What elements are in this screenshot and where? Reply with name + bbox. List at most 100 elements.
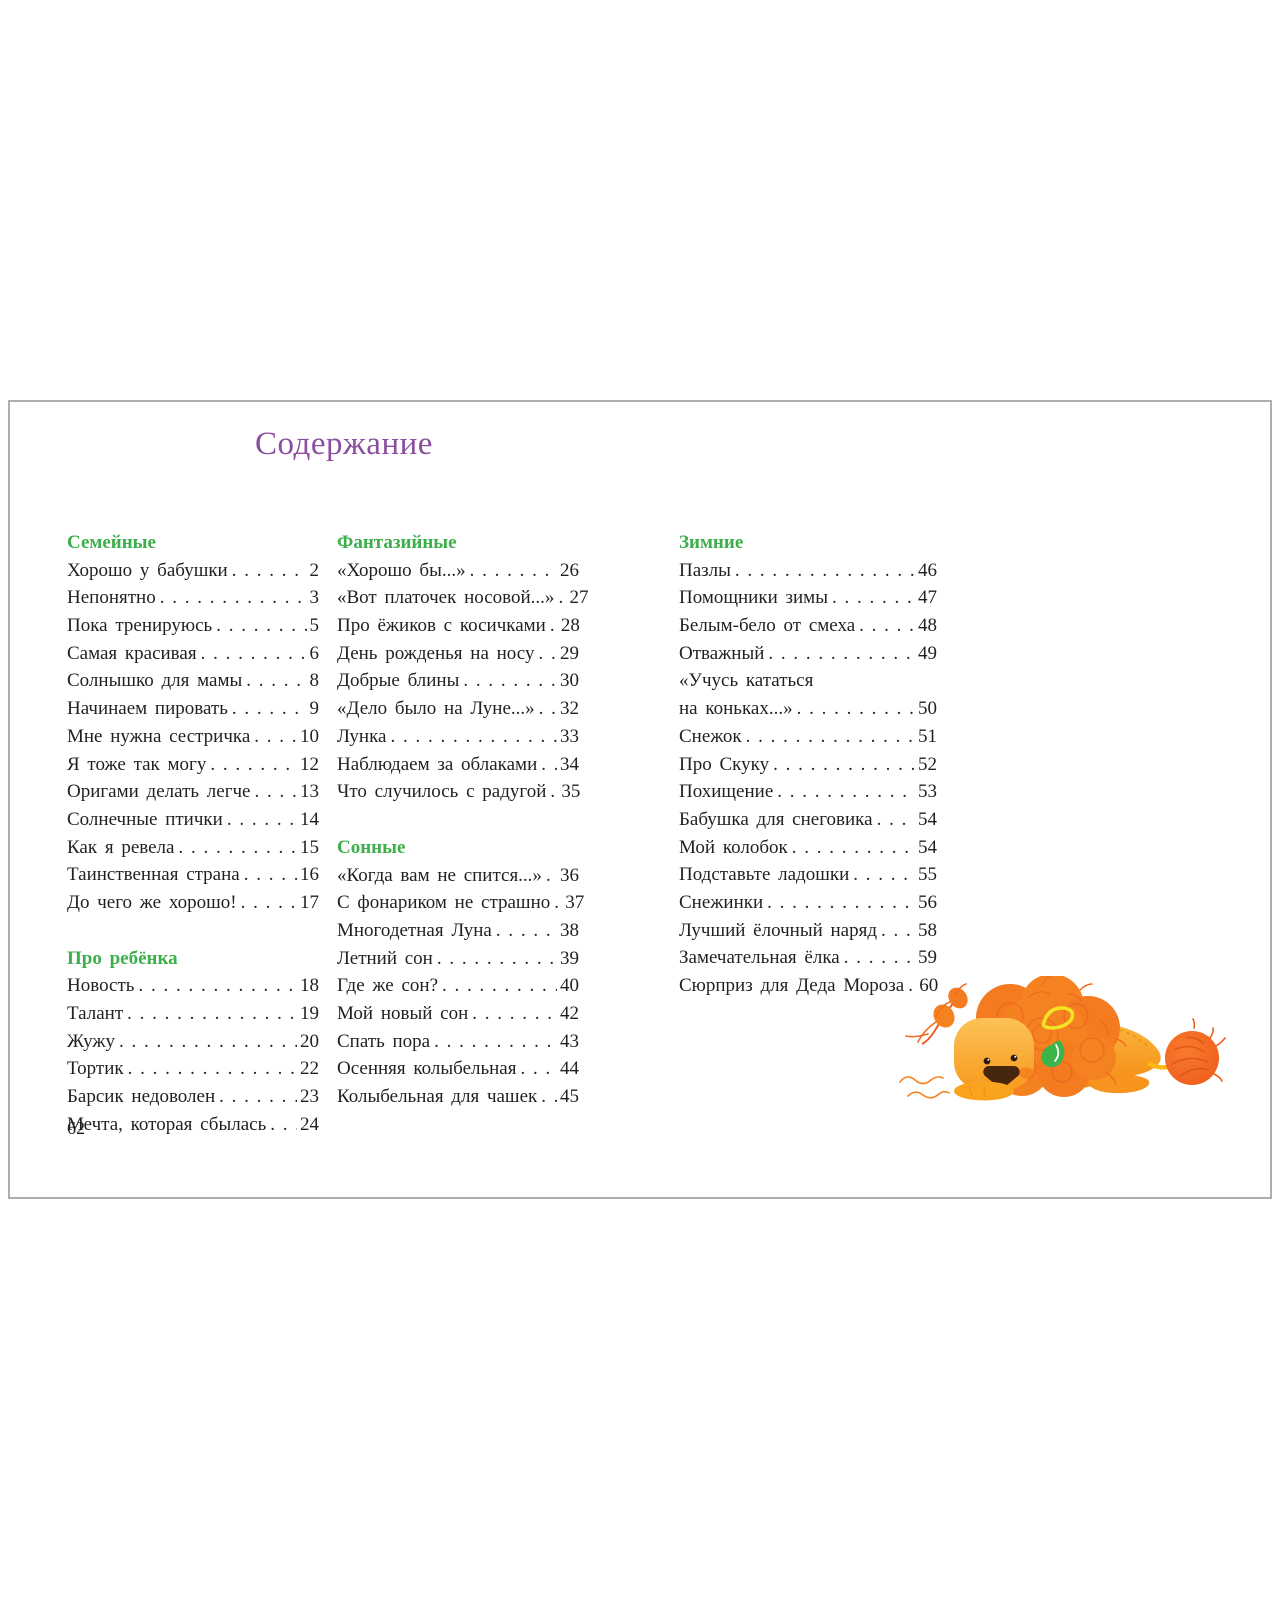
toc-entry-title: С фонариком не страшно (337, 892, 551, 914)
toc-entry-title: Сюрприз для Деда Мороза (679, 975, 905, 996)
toc-entry-page: 9 (309, 698, 320, 720)
toc-entry-title: Осенняя колыбельная (337, 1058, 517, 1080)
toc-entry-page: 5 (309, 615, 320, 637)
toc-entry-title: Про Скуку (679, 753, 770, 775)
toc-entry-page: 56 (918, 891, 937, 913)
toc-entry: Талант 19 (67, 1000, 319, 1028)
toc-entry-page: 49 (918, 642, 937, 664)
toc-entry-page: 52 (918, 753, 937, 775)
toc-entry-title: Начинаем пировать (67, 698, 228, 720)
toc-leader-dots (541, 751, 557, 779)
toc-leader-dots (216, 612, 306, 640)
toc-entry: Самая красивая 6 (67, 640, 319, 668)
toc-entry: Оригами делать легче 13 (67, 778, 319, 806)
toc-entry-page: 17 (300, 891, 319, 913)
toc-entry-title: День рожденья на носу (337, 642, 535, 664)
toc-entry-title: Как я ревела (67, 836, 175, 858)
toc-section: Сонные «Когда вам не спится...» 36 С фонари… (337, 834, 584, 1111)
lion-eye (1010, 1054, 1018, 1062)
toc-entry-page: 38 (560, 919, 579, 941)
toc-entry: До чего же хорошо! 17 (67, 889, 319, 917)
toc-entry: Мой колобок 54 (679, 834, 937, 862)
toc-entry-page: 46 (918, 559, 937, 581)
toc-entry-page: 53 (918, 781, 937, 803)
toc-leader-dots (437, 945, 557, 973)
toc-leader-dots (797, 695, 915, 723)
toc-leader-dots (127, 1000, 297, 1028)
toc-entry: «Вот платочек носовой...» 27 (337, 584, 588, 612)
toc-leader-dots (496, 917, 557, 945)
toc-entry: Тортик 22 (67, 1055, 319, 1083)
lion-head (954, 1018, 1034, 1097)
toc-entry: Помощники зимы 47 (679, 584, 937, 612)
toc-entry: «Дело было на Луне...» 32 (337, 695, 579, 723)
toc-entry-page: 14 (300, 808, 319, 830)
toc-entry-page: 33 (560, 725, 579, 747)
toc-entry-title: Бабушка для снеговика (679, 808, 873, 830)
toc-entry-title: До чего же хорошо! (67, 891, 237, 913)
toc-leader-dots (541, 1083, 557, 1111)
toc-entry-title: Солнышко для мамы (67, 670, 243, 692)
toc-entry-title: Новость (67, 975, 135, 997)
toc-entry: Мне нужна сестричка 10 (67, 723, 319, 751)
toc-section-header: Про ребёнка (67, 947, 178, 969)
toc-entry-title: Мой колобок (679, 836, 788, 858)
toc-entry-title: Что случилось с радугой (337, 781, 547, 803)
toc-entry-page: 26 (560, 559, 579, 581)
lion-nose (983, 1066, 1020, 1088)
toc-entry: Колыбельная для чашек 45 (337, 1083, 579, 1111)
toc-entry-page: 8 (309, 670, 320, 692)
toc-entry-title: Таинственная страна (67, 864, 240, 886)
toc-entry-title: Мечта, которая сбылась (67, 1113, 267, 1135)
toc-leader-dots (877, 806, 915, 834)
toc-leader-dots (119, 1028, 297, 1056)
toc-entry-page: 54 (918, 836, 937, 858)
toc-leader-dots (853, 861, 915, 889)
toc-entry: Таинственная страна 16 (67, 861, 319, 889)
toc-entry-page: 54 (918, 808, 937, 830)
toc-entry-title: Оригами делать легче (67, 781, 251, 803)
whisker-squiggles (899, 1076, 950, 1099)
toc-entry: на коньках...» 50 (679, 695, 937, 723)
toc-entry-page: 28 (560, 615, 580, 637)
toc-entry-title: Лунка (337, 725, 387, 747)
toc-leader-dots (792, 834, 915, 862)
toc-entry: «Хорошо бы...» 26 (337, 557, 579, 585)
toc-entry: Белым-бело от смеха 48 (679, 612, 937, 640)
toc-entry-title: «Когда вам не спится...» (337, 864, 542, 886)
toc-leader-dots (442, 972, 557, 1000)
toc-entry-page: 44 (560, 1058, 579, 1080)
toc-entry: Снежок 51 (679, 723, 937, 751)
toc-leader-dots (767, 889, 915, 917)
toc-leader-dots (777, 778, 915, 806)
toc-entry: Про ёжиков с косичками 28 (337, 612, 580, 640)
toc-section: Фантазийные«Хорошо бы...»26«Вот платочек… (337, 529, 588, 806)
toc-entry-title: Наблюдаем за облаками (337, 753, 538, 775)
toc-leader-dots (160, 584, 307, 612)
toc-entry-title: Самая красивая (67, 642, 197, 664)
toc-entry-page: 23 (300, 1086, 319, 1108)
toc-entry: Похищение 53 (679, 778, 937, 806)
toc-entry-page: 20 (300, 1030, 319, 1052)
toc-entry: Добрые блины 30 (337, 667, 579, 695)
toc-leader-dots (550, 778, 558, 806)
toc-entry: Я тоже так могу 12 (67, 751, 319, 779)
toc-entry-page: 6 (309, 642, 320, 664)
toc-entry-title: «Дело было на Луне...» (337, 698, 535, 720)
toc-leader-dots (558, 584, 566, 612)
toc-entry-page: 58 (918, 919, 937, 941)
toc-entry-title: Хорошо у бабушки (67, 559, 228, 581)
toc-entry-title: Тортик (67, 1058, 124, 1080)
toc-leader-dots (546, 862, 557, 890)
toc-leader-dots (859, 612, 915, 640)
toc-entry-title: Мне нужна сестричка (67, 725, 251, 747)
toc-entry-title: Про ёжиков с косичками (337, 615, 546, 637)
toc-entry-page: 18 (300, 975, 319, 997)
toc-entry-page: 50 (918, 698, 937, 720)
toc-entry-title: Помощники зимы (679, 587, 828, 609)
toc-leader-dots (550, 612, 558, 640)
toc-entry-title: Добрые блины (337, 670, 460, 692)
yellow-hair-clip (1041, 1006, 1075, 1030)
toc-entry: С фонариком не страшно 37 (337, 889, 584, 917)
toc-entry-page: 47 (918, 587, 937, 609)
